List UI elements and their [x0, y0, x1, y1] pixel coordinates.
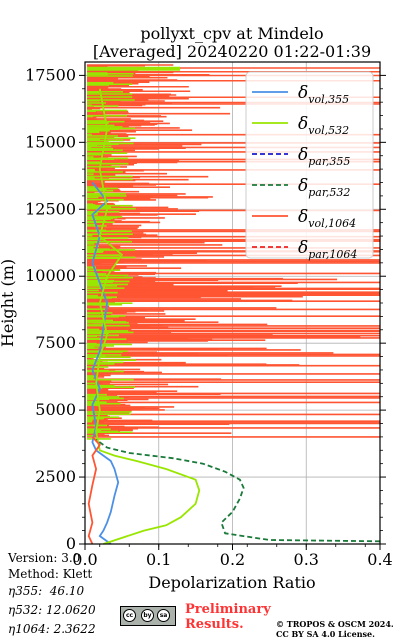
series-line-vol-355 [91, 181, 120, 545]
legend-label-subscript: vol,1064 [308, 217, 356, 230]
method-text: Method: Klett [8, 567, 93, 581]
legend-label-subscript: par,355 [308, 155, 350, 168]
x-tick-label: 0.3 [294, 550, 319, 569]
series-line-par-532 [95, 438, 381, 543]
x-tick-label: 0.0 [72, 550, 97, 569]
by-icon: by [141, 609, 154, 622]
x-axis-label: Depolarization Ratio [148, 573, 315, 592]
series-line-vol-532 [95, 88, 201, 545]
eta355-text: η355: 46.10 [8, 584, 85, 598]
y-tick-label: 7500 [35, 333, 76, 352]
copyright-text: © TROPOS & OSCM 2024. CC BY SA 4.0 Licen… [276, 619, 394, 639]
y-tick-label: 15000 [25, 132, 76, 151]
depolarization-chart: pollyxt_cpv at Mindelo [Averaged] 202402… [0, 24, 393, 592]
preliminary-line-2: Results. [185, 617, 244, 632]
legend: δvol,355δvol,532δpar,355δpar,532δvol,106… [245, 71, 374, 261]
x-tick-label: 0.4 [367, 550, 392, 569]
version-text: Version: 3.0 [8, 551, 81, 565]
preliminary-line-1: Preliminary [185, 602, 271, 617]
profile-noise-segments [87, 64, 380, 440]
sa-icon: sa [157, 609, 170, 622]
cc-by-sa-license-badge: cc by sa [120, 606, 176, 626]
legend-label-subscript: vol,532 [308, 124, 349, 137]
series-lines [87, 88, 381, 545]
y-tick-label: 17500 [25, 65, 76, 84]
cc-icon: cc [123, 609, 136, 622]
y-tick-label: 10000 [25, 266, 76, 285]
y-tick-label: 0 [66, 534, 76, 553]
legend-label-subscript: par,1064 [308, 248, 357, 261]
x-tick-label: 0.1 [146, 550, 171, 569]
copyright-line-2: CC BY SA 4.0 License. [276, 629, 375, 639]
series-line-vol-1064 [87, 436, 101, 545]
y-tick-label: 2500 [35, 467, 76, 486]
legend-box [245, 71, 374, 259]
y-tick-label: 12500 [25, 199, 76, 218]
eta1064-text: η1064: 2.3622 [8, 622, 96, 636]
preliminary-results-text: Preliminary Results. [185, 602, 271, 632]
y-axis-label: Height (m) [0, 259, 17, 347]
x-tick-label: 0.2 [220, 550, 245, 569]
eta532-text: η532: 12.0620 [8, 603, 96, 617]
legend-label-subscript: vol,355 [308, 93, 349, 106]
legend-label-subscript: par,532 [308, 186, 350, 199]
axis-ticks: 0.0 0.1 0.2 0.3 0.4 0 2500 5000 7500 10000 12500 15… [25, 65, 393, 569]
chart-title-line-2: [Averaged] 20240220 01:22-01:39 [93, 42, 371, 61]
copyright-line-1: © TROPOS & OSCM 2024. [276, 619, 394, 629]
chart-title-line-1: pollyxt_cpv at Mindelo [140, 24, 323, 43]
y-tick-label: 5000 [35, 400, 76, 419]
